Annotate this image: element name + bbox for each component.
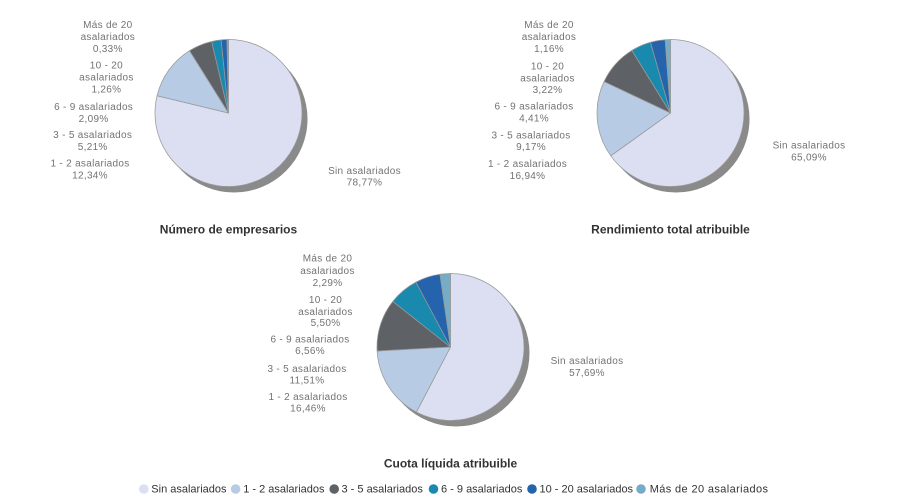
svg-text:6 - 9 asalariados: 6 - 9 asalariados <box>270 334 349 345</box>
svg-text:10 - 20: 10 - 20 <box>90 60 123 71</box>
svg-text:asalariados: asalariados <box>522 32 576 43</box>
svg-text:1 - 2 asalariados: 1 - 2 asalariados <box>488 159 567 170</box>
svg-text:Sin asalariados: Sin asalariados <box>773 141 846 152</box>
svg-text:Más de 20: Más de 20 <box>303 254 353 265</box>
svg-text:6 - 9 asalariados: 6 - 9 asalariados <box>441 483 523 495</box>
svg-text:65,09%: 65,09% <box>791 153 827 164</box>
svg-text:9,17%: 9,17% <box>516 142 546 153</box>
svg-text:asalariados: asalariados <box>79 72 133 83</box>
svg-text:5,50%: 5,50% <box>311 318 341 329</box>
svg-text:1 - 2 asalariados: 1 - 2 asalariados <box>268 392 347 403</box>
svg-text:4,41%: 4,41% <box>519 113 549 124</box>
svg-text:0,33%: 0,33% <box>93 44 123 55</box>
svg-text:asalariados: asalariados <box>81 32 135 43</box>
svg-text:16,94%: 16,94% <box>510 171 546 182</box>
svg-text:3 - 5 asalariados: 3 - 5 asalariados <box>53 130 132 141</box>
svg-text:16,46%: 16,46% <box>290 404 326 415</box>
svg-text:2,09%: 2,09% <box>79 114 109 125</box>
svg-text:11,51%: 11,51% <box>290 376 325 387</box>
svg-text:3,22%: 3,22% <box>533 85 563 96</box>
svg-text:asalariados: asalariados <box>520 73 574 84</box>
svg-text:Rendimiento total atribuible: Rendimiento total atribuible <box>591 223 750 237</box>
svg-text:12,34%: 12,34% <box>72 171 108 182</box>
svg-text:Sin asalariados: Sin asalariados <box>151 483 227 495</box>
svg-text:3 - 5 asalariados: 3 - 5 asalariados <box>491 131 570 142</box>
svg-text:6 - 9 asalariados: 6 - 9 asalariados <box>494 102 573 113</box>
svg-text:Cuota líquida atribuible: Cuota líquida atribuible <box>384 456 518 470</box>
svg-text:10 - 20: 10 - 20 <box>309 295 342 306</box>
svg-text:57,69%: 57,69% <box>569 368 605 379</box>
svg-text:Número de empresarios: Número de empresarios <box>160 223 298 237</box>
svg-text:10 - 20 asalariados: 10 - 20 asalariados <box>540 483 634 495</box>
svg-text:Más de 20: Más de 20 <box>524 20 574 31</box>
svg-text:6 - 9 asalariados: 6 - 9 asalariados <box>54 102 133 113</box>
svg-text:1 - 2 asalariados: 1 - 2 asalariados <box>243 483 325 495</box>
svg-text:Sin asalariados: Sin asalariados <box>551 356 624 367</box>
svg-text:6,56%: 6,56% <box>295 346 325 357</box>
svg-text:10 - 20: 10 - 20 <box>531 61 564 72</box>
svg-text:Más de 20: Más de 20 <box>83 20 133 31</box>
svg-text:5,21%: 5,21% <box>78 142 108 153</box>
svg-text:2,29%: 2,29% <box>313 278 343 289</box>
svg-text:asalariados: asalariados <box>300 266 354 277</box>
svg-text:asalariados: asalariados <box>298 307 352 318</box>
svg-text:3 - 5 asalariados: 3 - 5 asalariados <box>267 364 346 375</box>
svg-text:1 - 2 asalariados: 1 - 2 asalariados <box>50 159 129 170</box>
svg-text:1,26%: 1,26% <box>91 84 121 95</box>
svg-text:Sin asalariados: Sin asalariados <box>328 166 401 177</box>
svg-text:3 - 5 asalariados: 3 - 5 asalariados <box>342 483 424 495</box>
svg-text:1,16%: 1,16% <box>534 44 564 55</box>
svg-text:Más de 20 asalariados: Más de 20 asalariados <box>650 483 769 495</box>
svg-text:78,77%: 78,77% <box>347 177 383 188</box>
